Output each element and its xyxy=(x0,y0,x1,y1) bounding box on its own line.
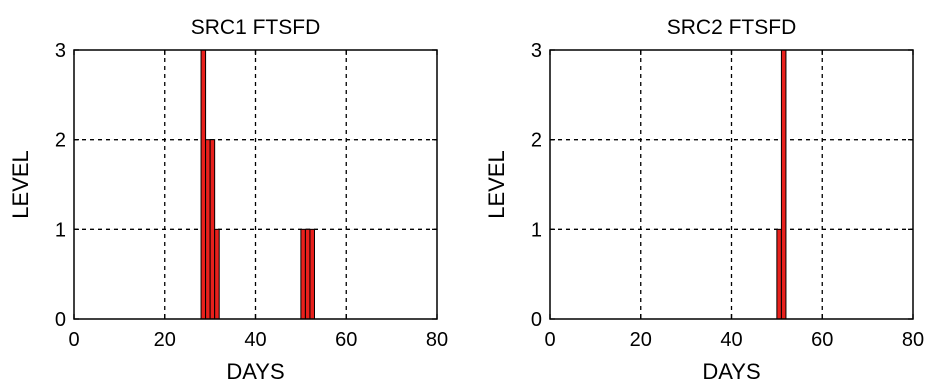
x-tick-label: 60 xyxy=(811,329,833,351)
y-tick-label: 1 xyxy=(55,219,66,241)
bar xyxy=(214,228,220,320)
x-tick-label: 80 xyxy=(426,329,448,351)
x-tick-label: 80 xyxy=(902,329,924,351)
chart-title: SRC2 FTSFD xyxy=(667,16,797,39)
x-tick-label: 0 xyxy=(68,329,79,351)
bar xyxy=(300,228,306,320)
x-tick-label: 40 xyxy=(244,329,266,351)
bar xyxy=(200,49,207,320)
y-axis-label: LEVEL xyxy=(484,150,509,219)
bar xyxy=(304,228,311,320)
y-tick-label: 0 xyxy=(531,309,542,331)
y-tick-label: 3 xyxy=(531,40,542,62)
x-tick-label: 60 xyxy=(335,329,357,351)
y-tick-label: 3 xyxy=(55,40,66,62)
bar xyxy=(776,228,782,320)
x-tick-label: 20 xyxy=(630,329,652,351)
y-axis-label: LEVEL xyxy=(8,150,33,219)
x-tick-label: 0 xyxy=(544,329,555,351)
x-axis-label: DAYS xyxy=(226,359,284,384)
bar xyxy=(780,49,787,320)
bar xyxy=(209,139,216,320)
y-tick-label: 0 xyxy=(55,309,66,331)
x-tick-label: 40 xyxy=(720,329,742,351)
chart-panel-2: 0 20 40 60 80 0 1 2 3 SRC2 FTSFD DAYS LEVEL xyxy=(484,16,924,384)
bar xyxy=(309,228,315,320)
y-tick-label: 2 xyxy=(531,130,542,152)
chart-panel-1: 0 20 40 60 80 0 1 2 3 SRC1 FTSFD DAYS LEVEL xyxy=(8,16,448,384)
y-tick-label: 1 xyxy=(531,219,542,241)
bar xyxy=(205,139,211,320)
x-axis-label: DAYS xyxy=(702,359,760,384)
x-tick-label: 20 xyxy=(154,329,176,351)
chart-title: SRC1 FTSFD xyxy=(191,16,321,39)
y-tick-label: 2 xyxy=(55,130,66,152)
